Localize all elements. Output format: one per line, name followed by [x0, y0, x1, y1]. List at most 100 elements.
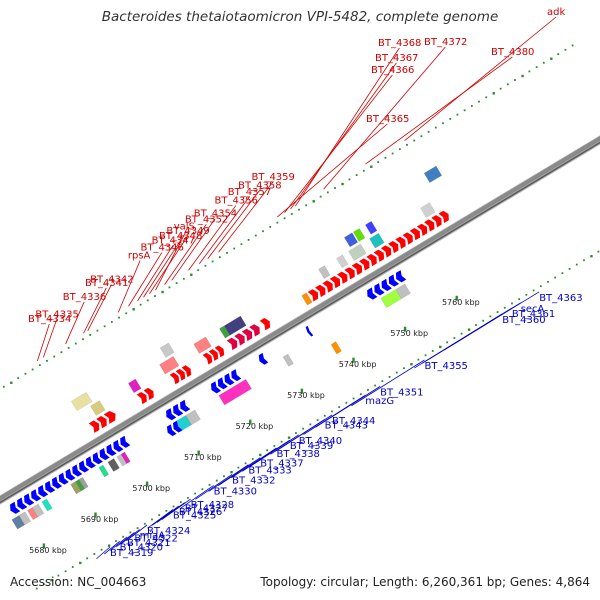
kbp-tick [197, 450, 200, 456]
tick-mark [557, 53, 560, 56]
forward-gene-block [423, 165, 443, 184]
tick-mark [470, 105, 473, 107]
tick-mark [115, 540, 117, 542]
tick-mark [463, 109, 466, 112]
tick-mark [583, 259, 585, 262]
forward-gene-arrow [424, 219, 435, 232]
forward-leader-line [365, 56, 513, 165]
tick-mark [35, 587, 38, 590]
tick-mark [316, 419, 319, 421]
reverse-leader-line [195, 474, 233, 500]
reverse-gene-arrow [17, 497, 28, 510]
tick-mark [456, 113, 459, 116]
tick-mark [259, 453, 262, 457]
tick-mark [561, 272, 564, 275]
forward-gene-block [90, 400, 106, 416]
reverse-gene-arrow [217, 377, 228, 390]
tick-mark [410, 363, 413, 366]
forward-gene-label: BT_4342 [90, 275, 133, 286]
reverse-gene-arrow [374, 283, 385, 296]
tick-mark [287, 436, 291, 439]
forward-gene-arrow [307, 289, 319, 302]
kbp-label: 5750 kbp [390, 329, 428, 338]
tick-mark [60, 351, 63, 354]
tick-mark [187, 496, 189, 499]
kbp-label: 5680 kbp [29, 546, 67, 555]
tick-mark [64, 570, 67, 573]
genome-backbone [0, 135, 600, 505]
forward-leader-line [83, 287, 107, 334]
tick-mark [118, 316, 120, 319]
forward-gene-block [369, 232, 385, 249]
tick-mark [417, 358, 420, 361]
kbp-label: 5690 kbp [81, 515, 119, 524]
tick-mark [359, 393, 362, 396]
tick-mark [154, 295, 156, 297]
tick-mark [370, 165, 373, 168]
kbp-tick [300, 388, 304, 394]
tick-mark [424, 354, 427, 357]
tick-mark [218, 256, 221, 259]
forward-gene-arrow [202, 352, 213, 365]
reverse-gene-block [41, 498, 53, 512]
tick-mark [305, 204, 308, 207]
forward-leader-line [65, 301, 85, 345]
tick-mark [172, 505, 175, 508]
forward-gene-arrow [175, 368, 186, 381]
forward-leader-line [199, 196, 250, 265]
reverse-gene-block [185, 409, 201, 426]
reverse-gene-label: BT_4333 [248, 466, 291, 477]
tick-mark [122, 535, 125, 538]
forward-gene-block [159, 342, 175, 358]
label-leader-lines [36, 16, 557, 560]
reverse-gene-block [218, 378, 252, 406]
forward-gene-label: BT_4368 [378, 38, 421, 49]
forward-gene-arrow [234, 333, 245, 346]
forward-gene-label: BT_4372 [424, 37, 467, 48]
reverse-leader-line [231, 447, 277, 479]
reverse-gene-arrow [106, 443, 117, 457]
forward-gene-arrow [315, 284, 326, 298]
forward-gene-arrow [259, 318, 271, 331]
forward-gene-arrow [438, 210, 449, 224]
tick-mark [362, 169, 365, 172]
forward-gene-arrow [96, 416, 107, 429]
reverse-gene-arrow [58, 472, 69, 485]
reverse-leader-line [444, 291, 540, 351]
reverse-gene-block [395, 283, 411, 300]
tick-mark [211, 260, 214, 263]
reverse-leader-line [276, 414, 333, 452]
forward-gene-label: BT_4380 [491, 47, 534, 58]
forward-leader-line [404, 16, 557, 141]
kbp-label: 5760 kbp [442, 298, 480, 307]
forward-gene-label: BT_4336 [63, 292, 106, 303]
tick-mark [208, 483, 211, 486]
reverse-gene-arrow [38, 484, 49, 498]
forward-gene-label: BT_4359 [251, 172, 294, 183]
tick-mark [190, 273, 193, 276]
forward-gene-block [343, 232, 359, 248]
tick-mark [377, 161, 380, 164]
tick-mark [525, 293, 528, 296]
reverse-gene-arrow [166, 424, 177, 437]
reverse-gene-label: miaA [140, 530, 166, 541]
forward-leader-line [188, 205, 237, 271]
reverse-leader-line [152, 505, 180, 526]
tick-mark [367, 388, 369, 391]
reverse-gene-arrow [210, 381, 222, 394]
tick-mark [514, 79, 516, 81]
reverse-leader-line [315, 386, 381, 428]
reverse-gene-arrow [367, 287, 378, 300]
reverse-gene-label: BT_4326 [179, 507, 222, 518]
tick-mark [449, 118, 452, 120]
forward-gene-arrow [402, 232, 413, 245]
tick-mark [197, 269, 200, 272]
tick-mark [151, 518, 153, 521]
reverse-gene-arrow [51, 476, 63, 489]
tick-mark [182, 277, 185, 280]
tick-mark [446, 341, 449, 344]
reverse-gene-arrow [166, 408, 177, 421]
tick-mark [460, 332, 463, 335]
tick-mark [568, 267, 571, 270]
forward-gene-arrow [103, 410, 116, 424]
